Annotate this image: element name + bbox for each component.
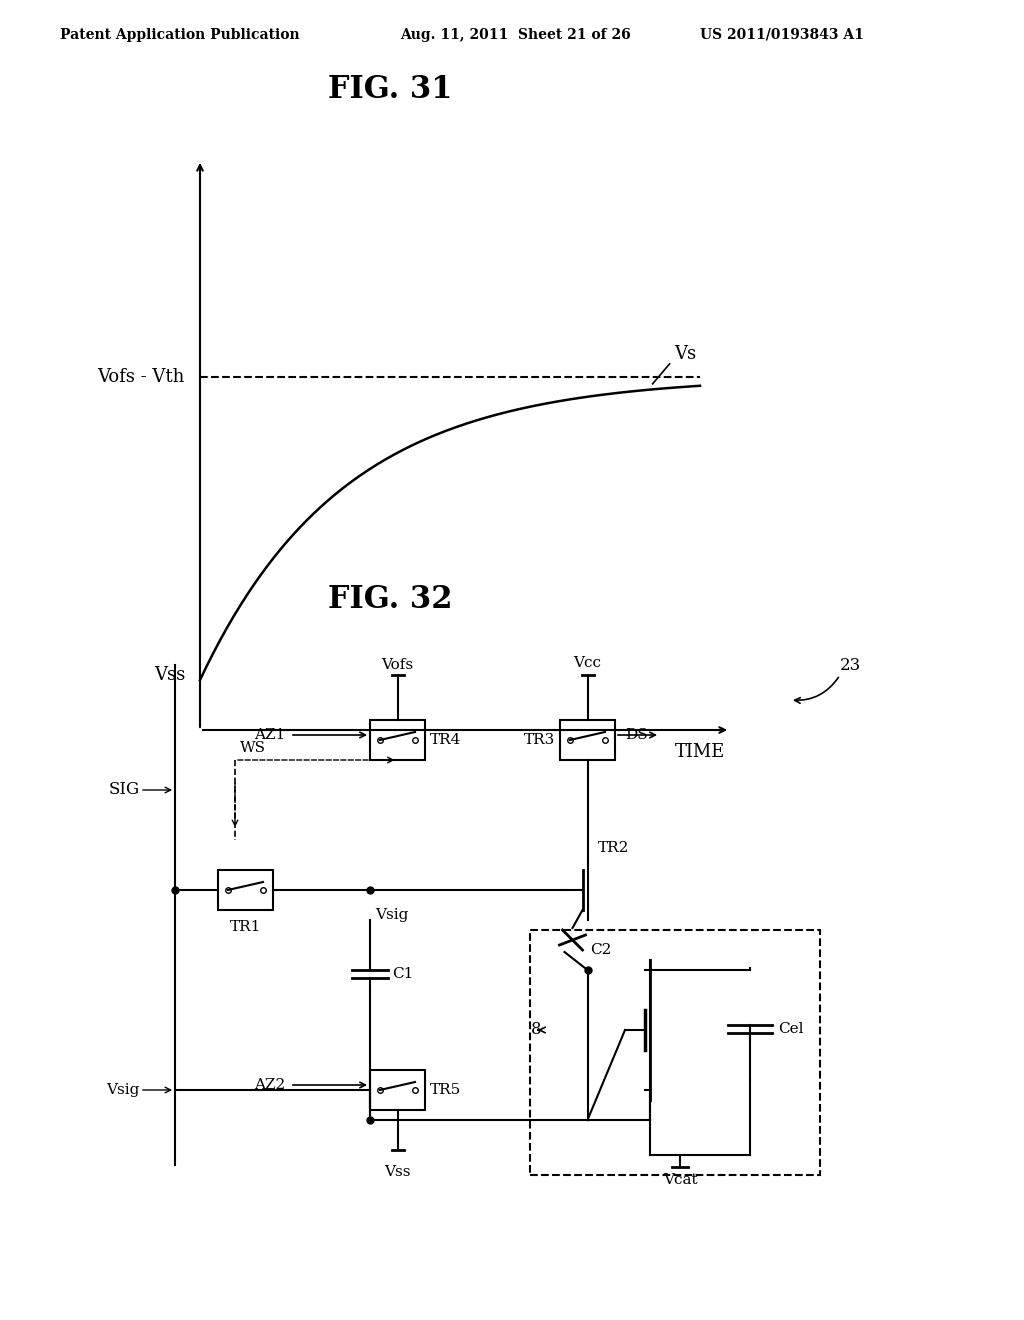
Text: Cel: Cel (778, 1022, 804, 1036)
Text: Vss: Vss (154, 667, 185, 684)
Text: Vsig: Vsig (106, 1082, 140, 1097)
Text: TR1: TR1 (229, 920, 261, 935)
Bar (370, 719, 425, 760)
Text: Vofs: Vofs (381, 657, 414, 672)
Bar (370, 1071, 425, 1110)
Text: Vs: Vs (675, 345, 696, 363)
Text: Vcat: Vcat (663, 1173, 697, 1187)
Text: C2: C2 (591, 942, 612, 957)
Text: Aug. 11, 2011  Sheet 21 of 26: Aug. 11, 2011 Sheet 21 of 26 (400, 28, 631, 42)
Text: Patent Application Publication: Patent Application Publication (60, 28, 300, 42)
Text: 8: 8 (530, 1022, 541, 1039)
Text: TR3: TR3 (523, 733, 555, 747)
Text: Vcc: Vcc (573, 656, 601, 671)
Text: TR5: TR5 (430, 1082, 461, 1097)
Bar (530, 931, 820, 1175)
Text: TR2: TR2 (597, 841, 629, 855)
Text: FIG. 32: FIG. 32 (328, 585, 453, 615)
Text: DS: DS (625, 729, 647, 742)
Text: US 2011/0193843 A1: US 2011/0193843 A1 (700, 28, 864, 42)
Text: Vsig: Vsig (375, 908, 409, 921)
Text: 23: 23 (840, 656, 861, 673)
Text: Vofs - Vth: Vofs - Vth (97, 367, 185, 385)
Text: TIME: TIME (675, 743, 725, 762)
Text: WS: WS (240, 741, 266, 755)
Bar (218, 870, 273, 909)
Text: SIG: SIG (109, 781, 140, 799)
Text: C1: C1 (392, 968, 414, 981)
Text: AZ2: AZ2 (254, 1078, 285, 1092)
Text: AZ1: AZ1 (254, 729, 285, 742)
Text: Vss: Vss (384, 1166, 411, 1179)
Bar (560, 719, 615, 760)
Text: TR4: TR4 (430, 733, 462, 747)
Text: FIG. 31: FIG. 31 (328, 74, 453, 106)
